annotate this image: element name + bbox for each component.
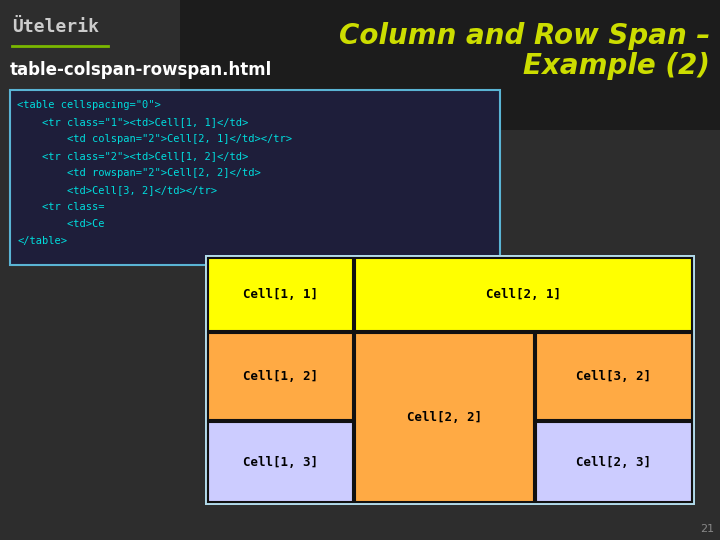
Text: <td>Ce: <td>Ce <box>17 219 104 229</box>
Text: table-colspan-rowspan.html: table-colspan-rowspan.html <box>10 61 272 79</box>
Bar <box>208 333 353 420</box>
Bar <box>208 422 353 502</box>
Text: <td colspan="2">Cell[2, 1]</td></tr>: <td colspan="2">Cell[2, 1]</td></tr> <box>17 134 292 144</box>
Bar <box>205 255 695 505</box>
Text: <td>Cell[3, 2]</td></tr>: <td>Cell[3, 2]</td></tr> <box>17 185 217 195</box>
Text: <td rowspan="2">Cell[2, 2]</td>: <td rowspan="2">Cell[2, 2]</td> <box>17 168 261 178</box>
Text: <tr class="1"><td>Cell[1, 1]</td>: <tr class="1"><td>Cell[1, 1]</td> <box>17 117 248 127</box>
Bar <box>355 333 534 502</box>
Text: Cell[2, 3]: Cell[2, 3] <box>577 456 652 469</box>
Text: Cell[1, 1]: Cell[1, 1] <box>243 288 318 301</box>
Bar <box>10 90 500 265</box>
Bar <box>355 258 692 331</box>
Text: Cell[3, 2]: Cell[3, 2] <box>577 370 652 383</box>
Text: Cell[2, 1]: Cell[2, 1] <box>486 288 561 301</box>
Text: Column and Row Span –: Column and Row Span – <box>338 22 710 50</box>
Text: <table cellspacing="0">: <table cellspacing="0"> <box>17 100 161 110</box>
Bar <box>536 422 692 502</box>
Bar <box>180 0 720 130</box>
Bar <box>536 333 692 420</box>
Text: Cell[1, 2]: Cell[1, 2] <box>243 370 318 383</box>
Text: Cell[2, 2]: Cell[2, 2] <box>407 411 482 424</box>
Text: 21: 21 <box>700 524 714 534</box>
Bar <box>208 258 353 331</box>
Text: <tr class=: <tr class= <box>17 202 104 212</box>
Text: Cell[1, 3]: Cell[1, 3] <box>243 456 318 469</box>
Text: Ütelerik: Ütelerik <box>12 18 99 36</box>
Text: </table>: </table> <box>17 236 67 246</box>
Text: <tr class="2"><td>Cell[1, 2]</td>: <tr class="2"><td>Cell[1, 2]</td> <box>17 151 248 161</box>
Text: Example (2): Example (2) <box>523 52 710 80</box>
